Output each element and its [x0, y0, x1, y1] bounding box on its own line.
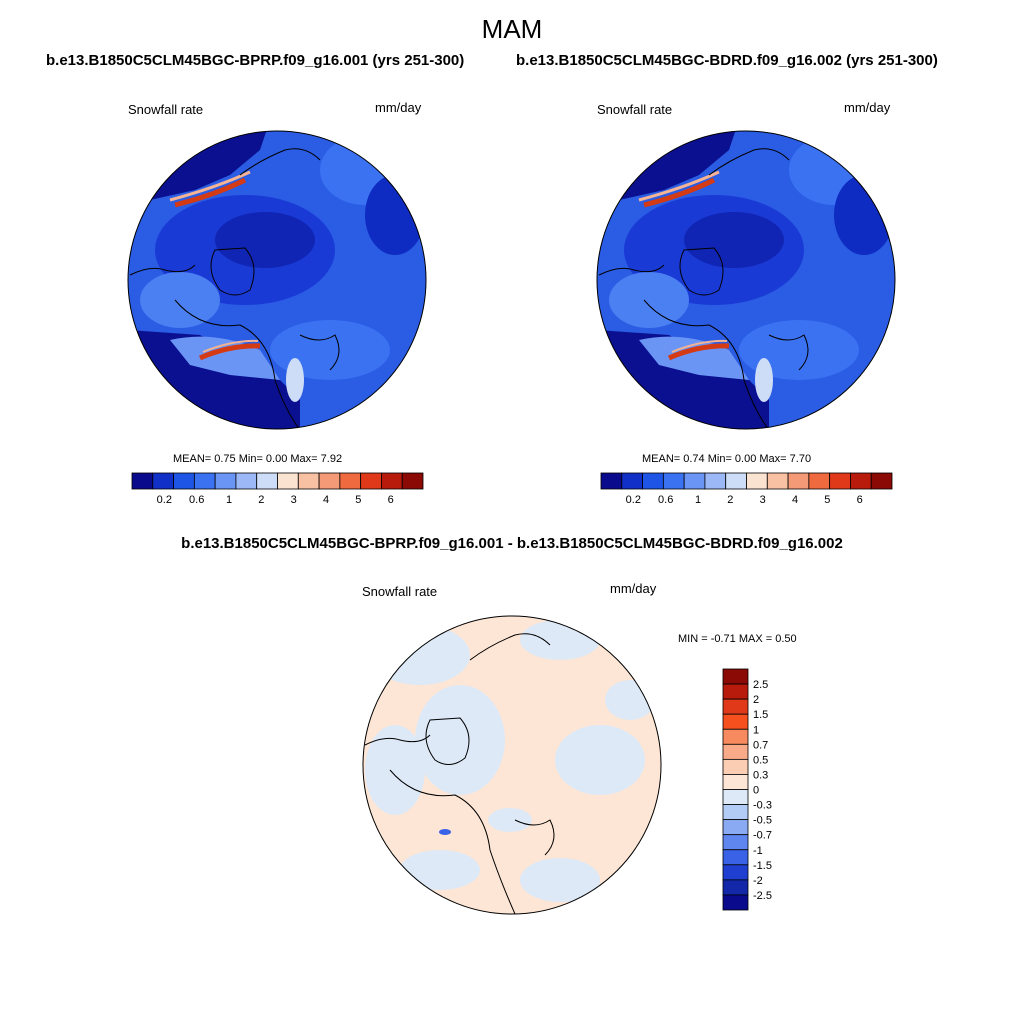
panel1-units: mm/day — [375, 100, 422, 115]
colorbar-tick-label: 1 — [753, 724, 759, 736]
colorbar-tick-label: 0.6 — [189, 494, 204, 506]
colorbar-swatch — [277, 472, 299, 490]
colorbar-swatch — [600, 472, 623, 490]
colorbar-swatch — [401, 472, 424, 490]
panel3-map — [363, 616, 661, 914]
colorbar-swatch — [722, 758, 749, 775]
colorbar-swatch — [339, 472, 362, 490]
colorbar-tick-label: -1.5 — [753, 860, 772, 872]
colorbar-tick-label: 2 — [727, 494, 733, 506]
colorbar-tick-label: 0.7 — [753, 739, 768, 751]
colorbar-swatch — [152, 472, 174, 490]
case2-title: b.e13.B1850C5CLM45BGC-BDRD.f09_g16.002 (… — [516, 52, 938, 69]
case1-title: b.e13.B1850C5CLM45BGC-BPRP.f09_g16.001 (… — [46, 52, 465, 69]
colorbar-tick-label: 0.2 — [157, 494, 172, 506]
colorbar-tick-label: -0.3 — [753, 800, 772, 812]
colorbar-swatch — [722, 728, 749, 745]
colorbar-swatch — [766, 472, 789, 490]
colorbar-swatch — [297, 472, 320, 490]
colorbar-tick-label: -2.5 — [753, 890, 772, 902]
colorbar-swatch — [722, 743, 749, 760]
colorbar-swatch — [642, 472, 664, 490]
colorbar-swatch — [722, 683, 749, 700]
colorbar-swatch — [193, 472, 216, 490]
colorbar-tick-label: -0.5 — [753, 815, 772, 827]
panel2-units: mm/day — [844, 100, 891, 115]
colorbar-swatch — [704, 472, 727, 490]
colorbar-tick-label: 2 — [753, 694, 759, 706]
panel1-map — [128, 131, 426, 429]
panel3-border — [362, 615, 662, 915]
panel3-colorbar: 2.5 2 1.5 1 0.7 0.5 0.3 0 -0.3 -0.5 -0.7 -1 -1.5 -2 -2… — [722, 668, 772, 911]
panel2-variable: Snowfall rate — [597, 102, 673, 117]
colorbar-tick-label: -1 — [753, 845, 763, 857]
colorbar-tick-label: 0 — [753, 785, 759, 797]
panel3-variable: Snowfall rate — [362, 584, 438, 599]
colorbar-swatch — [662, 472, 685, 490]
colorbar-swatch — [722, 774, 749, 790]
colorbar-tick-label: 0.5 — [753, 754, 768, 766]
colorbar-swatch — [722, 894, 749, 911]
colorbar-tick-label: 6 — [388, 494, 394, 506]
colorbar-swatch — [256, 472, 278, 490]
colorbar-tick-label: -2 — [753, 875, 763, 887]
colorbar-tick-label: 1.5 — [753, 709, 768, 721]
colorbar-swatch — [850, 472, 872, 490]
colorbar-tick-label: 0.3 — [753, 769, 768, 781]
colorbar-swatch — [214, 472, 237, 490]
figure-title: MAM — [481, 14, 543, 44]
panel2-stats: MEAN= 0.74 Min= 0.00 Max= 7.70 — [642, 453, 812, 465]
colorbar-swatch — [722, 804, 749, 821]
colorbar-swatch — [808, 472, 831, 490]
panel1-border — [127, 130, 427, 430]
panel1-variable: Snowfall rate — [128, 102, 204, 117]
colorbar-tick-label: 1 — [695, 494, 701, 506]
colorbar-swatch — [173, 472, 195, 490]
colorbar-swatch — [381, 472, 403, 490]
colorbar-swatch — [722, 834, 749, 851]
colorbar-swatch — [722, 819, 749, 836]
panel1-stats: MEAN= 0.75 Min= 0.00 Max= 7.92 — [173, 453, 343, 465]
colorbar-swatch — [722, 668, 749, 685]
colorbar-swatch — [725, 472, 747, 490]
diff-title: b.e13.B1850C5CLM45BGC-BPRP.f09_g16.001 -… — [181, 535, 843, 552]
colorbar-swatch — [722, 849, 749, 866]
colorbar-swatch — [870, 472, 893, 490]
colorbar-swatch — [722, 789, 749, 805]
colorbar-swatch — [318, 472, 341, 490]
colorbar-swatch — [360, 472, 382, 490]
colorbar-tick-label: 3 — [760, 494, 766, 506]
colorbar-tick-label: 5 — [824, 494, 830, 506]
colorbar-tick-label: 1 — [226, 494, 232, 506]
colorbar-swatch — [722, 698, 749, 715]
colorbar-tick-label: 5 — [355, 494, 361, 506]
colorbar-tick-label: -0.7 — [753, 830, 772, 842]
colorbar-swatch — [722, 864, 749, 881]
colorbar-swatch — [746, 472, 768, 490]
colorbar-tick-label: 2 — [258, 494, 264, 506]
colorbar-tick-label: 4 — [323, 494, 329, 506]
colorbar-tick-label: 6 — [857, 494, 863, 506]
colorbar-tick-label: 2.5 — [753, 679, 768, 691]
panel1-colorbar: 0.2 0.6 1 2 3 4 5 6 — [131, 472, 424, 506]
colorbar-tick-label: 0.6 — [658, 494, 673, 506]
panel3-stats: MIN = -0.71 MAX = 0.50 — [678, 633, 797, 645]
panel3-units: mm/day — [610, 581, 657, 596]
colorbar-swatch — [829, 472, 851, 490]
panel2-border — [596, 130, 896, 430]
colorbar-tick-label: 0.2 — [626, 494, 641, 506]
colorbar-swatch — [787, 472, 810, 490]
colorbar-tick-label: 4 — [792, 494, 798, 506]
panel2-colorbar: 0.2 0.6 1 2 3 4 5 6 — [600, 472, 893, 506]
colorbar-tick-label: 3 — [291, 494, 297, 506]
colorbar-swatch — [621, 472, 643, 490]
colorbar-swatch — [683, 472, 706, 490]
panel2-map — [597, 131, 895, 429]
colorbar-swatch — [722, 879, 749, 896]
colorbar-swatch — [235, 472, 258, 490]
colorbar-swatch — [722, 713, 749, 730]
colorbar-swatch — [131, 472, 154, 490]
